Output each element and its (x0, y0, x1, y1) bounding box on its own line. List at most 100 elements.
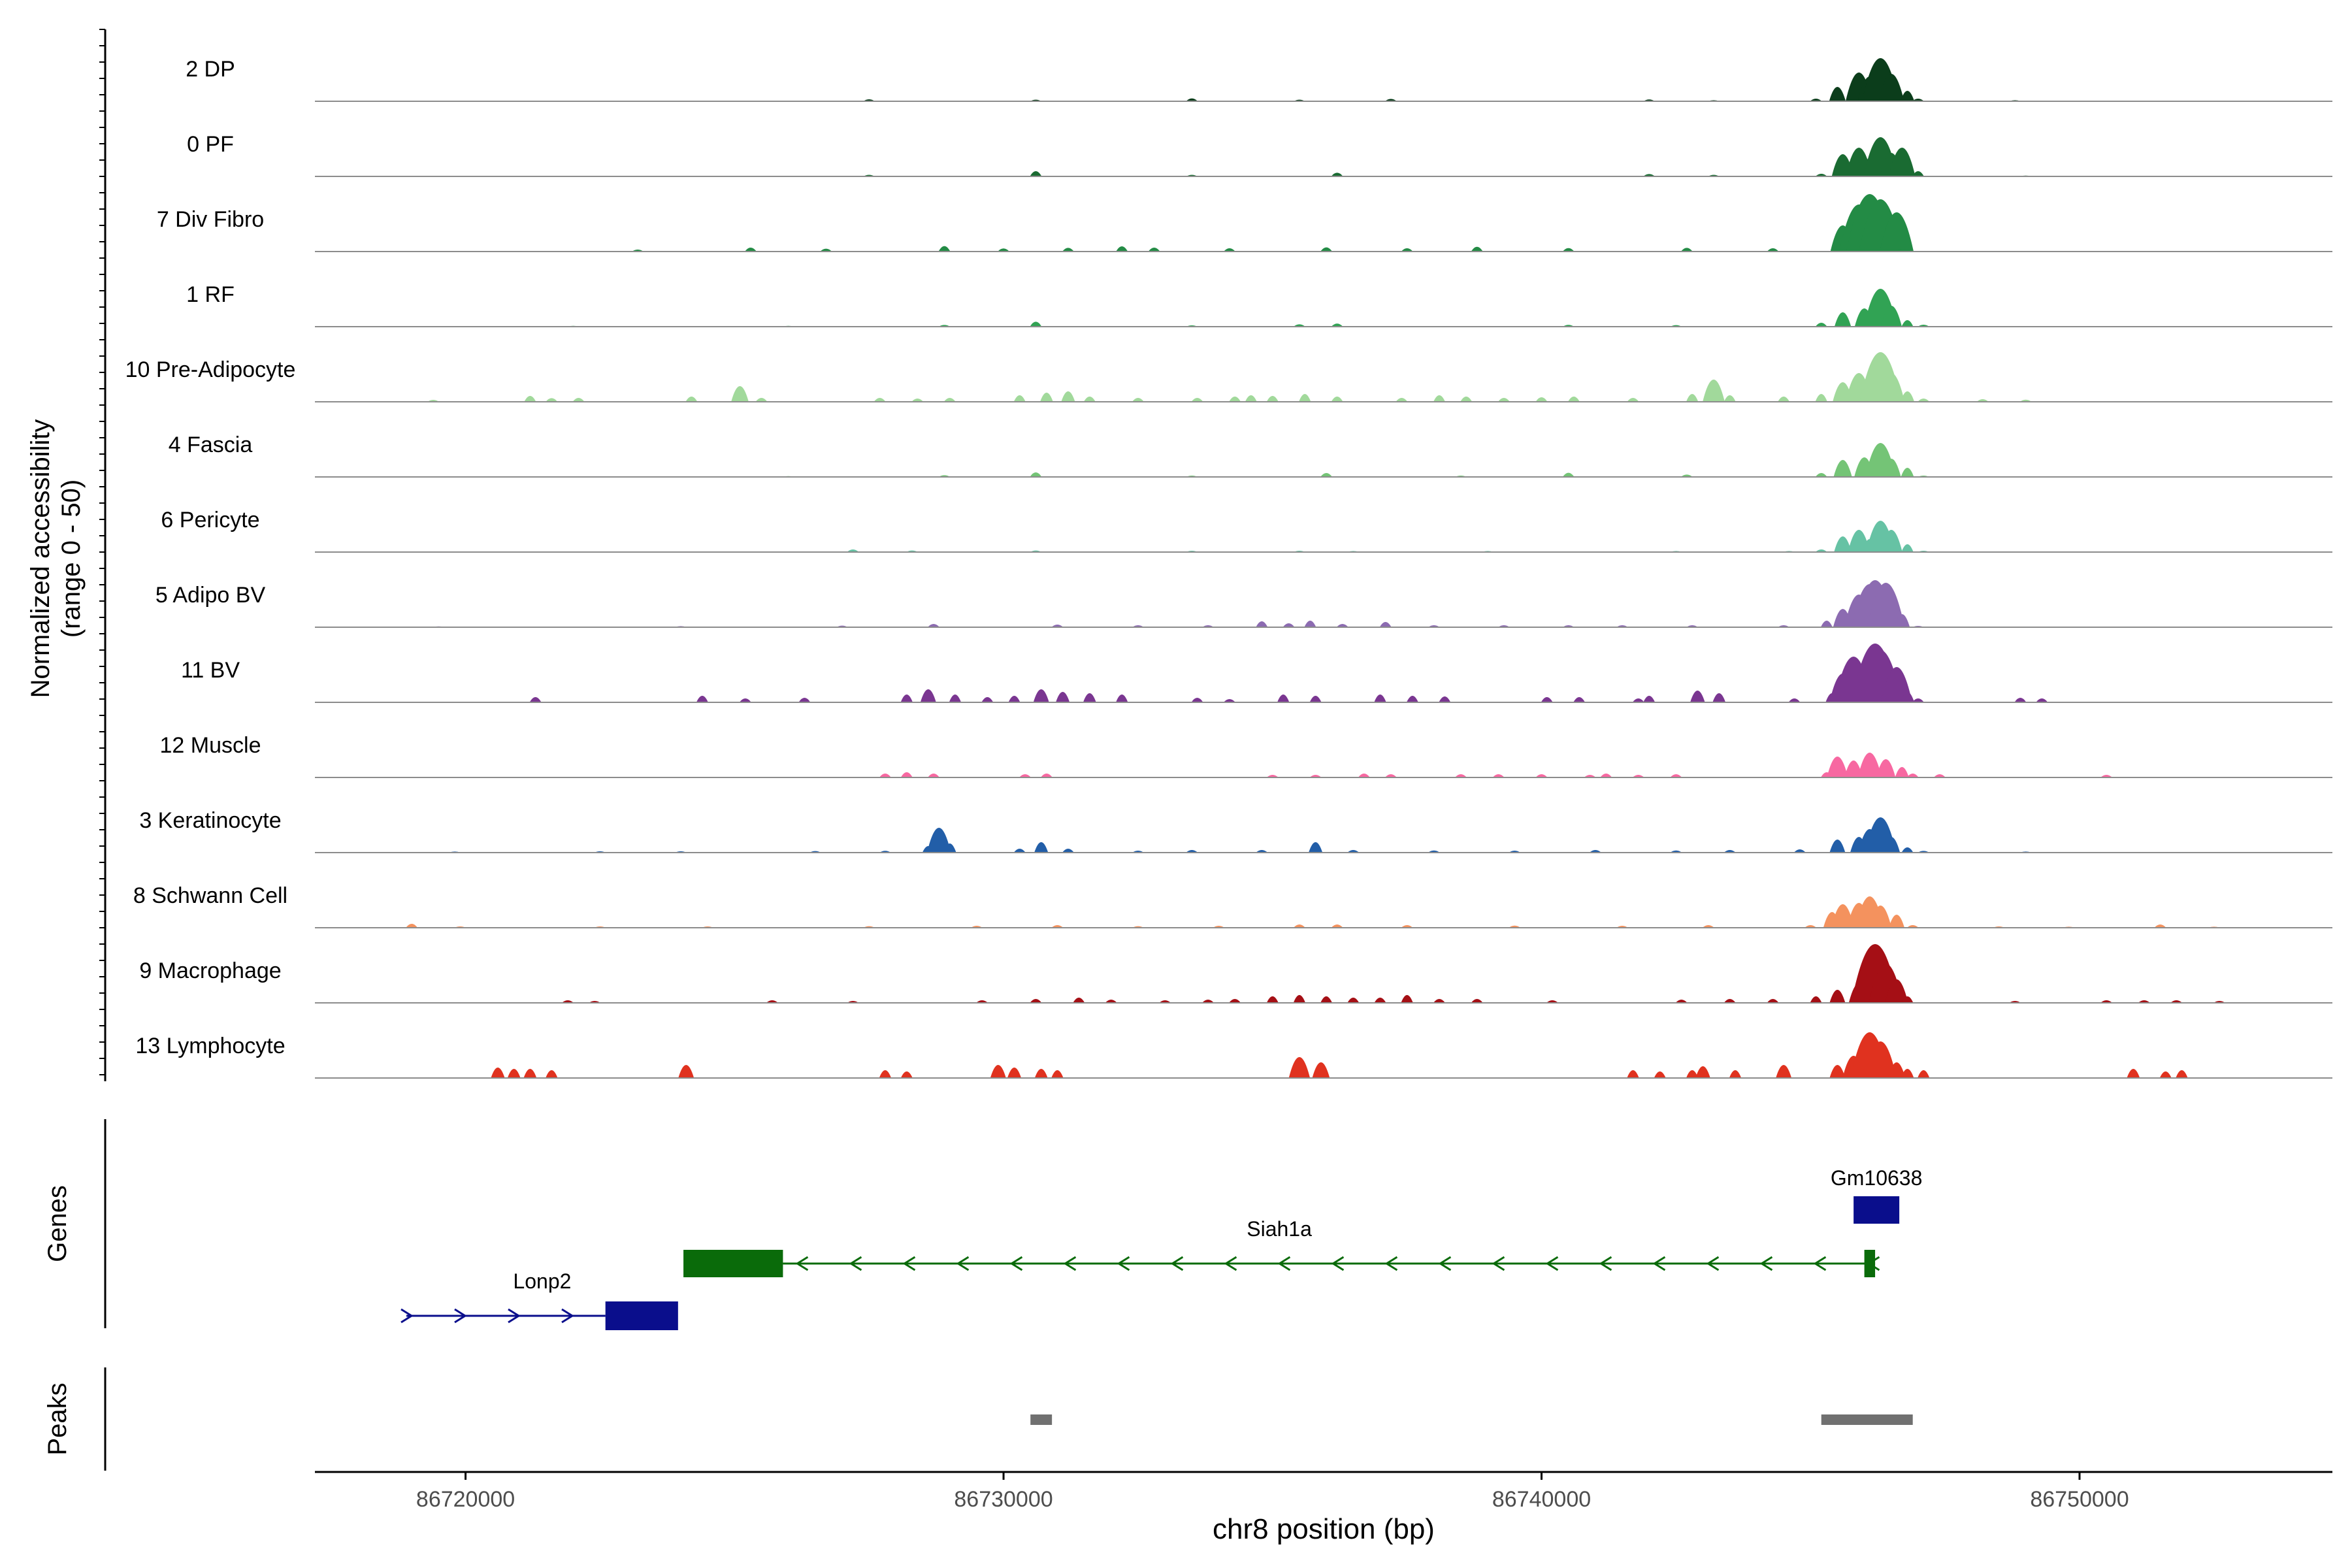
coverage-peak (523, 1069, 537, 1078)
coverage-peak (1933, 774, 1946, 777)
coverage-peak (2159, 1071, 2172, 1078)
coverage-peak (1895, 767, 1909, 777)
coverage-peak (1562, 472, 1575, 477)
coverage-peak (1051, 1070, 1064, 1078)
coverage-peak (949, 694, 962, 702)
coverage-peak (1030, 171, 1042, 176)
coverage-peak (1331, 172, 1343, 176)
coverage-peak (1627, 1070, 1639, 1078)
strand-arrow-icon (1759, 1256, 1773, 1271)
coverage-peak (1535, 774, 1548, 777)
coverage-peak (1912, 698, 1924, 702)
coverage-peak (1695, 1066, 1710, 1078)
coverage-peak (1433, 999, 1445, 1003)
track-label: 7 Div Fibro (157, 207, 264, 232)
coverage-peak (1600, 774, 1612, 777)
track-label: 10 Pre-Adipocyte (125, 357, 296, 382)
coverage-peak (1882, 837, 1901, 853)
coverage-peak (1776, 1065, 1792, 1078)
coverage-peak (1116, 246, 1128, 252)
track-label: 6 Pericyte (161, 508, 259, 532)
track-label: 5 Adipo BV (155, 583, 266, 608)
genes-panel-label: Genes (43, 1185, 72, 1262)
coverage-peak (2036, 698, 2048, 702)
coverage-peak (1347, 998, 1360, 1003)
coverage-peak (1245, 395, 1257, 402)
coverage-peak (1627, 398, 1639, 402)
coverage-peak (1040, 393, 1053, 402)
coverage-peak (1881, 667, 1912, 702)
coverage-peak (1116, 694, 1128, 702)
gene-exon (605, 1301, 678, 1330)
coverage-peak (998, 248, 1009, 252)
coverage-peak (1304, 621, 1316, 627)
coverage-peak (1336, 624, 1348, 627)
coverage-peak (1834, 312, 1852, 327)
coverage-peak (1266, 996, 1279, 1003)
coverage-peak (1433, 395, 1445, 402)
coverage-peak (1675, 1000, 1688, 1003)
coverage-peak (1256, 621, 1268, 627)
strand-arrow-icon (1224, 1256, 1237, 1271)
coverage-peak (1680, 248, 1693, 252)
coverage-peak (1471, 999, 1483, 1003)
coverage-peak (1670, 774, 1682, 777)
genes-panel: Lonp2 Siah1a Gm10638 (400, 1166, 1922, 1330)
gene-lonp2: Lonp2 (400, 1269, 678, 1330)
coverage-peak (1901, 468, 1914, 477)
peak-region (1821, 1414, 1913, 1425)
coverage-peak (1282, 623, 1295, 627)
coverage-peak (1723, 999, 1736, 1003)
coverage-peak (1767, 999, 1779, 1003)
coverage-peak (1083, 397, 1096, 402)
coverage-peak (1880, 212, 1914, 252)
coverage-peak (1293, 924, 1305, 928)
coverage-peak (1900, 391, 1915, 402)
coverage-peak (678, 1065, 694, 1078)
strand-arrow-icon (454, 1308, 467, 1324)
coverage-peak (1793, 849, 1806, 853)
strand-arrow-icon (400, 1308, 414, 1324)
coverage-peak (1844, 760, 1863, 777)
coverage-peak (1918, 399, 1930, 402)
coverage-peak (755, 398, 768, 402)
track-label: 9 Macrophage (139, 958, 281, 983)
x-tick-label: 86720000 (416, 1487, 515, 1512)
gene-gm10638: Gm10638 (1831, 1166, 1922, 1224)
y-axis-title: Normalized accessibility (26, 419, 55, 698)
coverage-peak (1810, 996, 1822, 1003)
coverage-peak (696, 696, 708, 702)
coverage-peak (1857, 753, 1882, 777)
coverage-peak (1632, 698, 1644, 702)
coverage-peak (928, 624, 939, 627)
track-3 (315, 194, 2332, 252)
coverage-peak (1901, 996, 1914, 1003)
coverage-peak (1379, 622, 1392, 627)
coverage-peak (1686, 1070, 1699, 1078)
coverage-peak (507, 1069, 521, 1078)
gene-label: Lonp2 (513, 1269, 571, 1293)
coverage-peak (2176, 1070, 2188, 1078)
coverage-peak (1778, 397, 1790, 402)
coverage-peak (1030, 321, 1042, 327)
coverage-peak (943, 398, 956, 402)
strand-arrow-icon (1384, 1256, 1398, 1271)
coverage-peak (572, 398, 585, 402)
coverage-peak (1878, 373, 1905, 402)
coverage-peak (1320, 996, 1333, 1003)
coverage-peak (2154, 924, 2166, 928)
strand-arrow-icon (1813, 1256, 1827, 1271)
coverage-peak (1299, 394, 1311, 402)
x-axis-ticks: 86720000 86730000 86740000 86750000 (416, 1472, 2129, 1512)
track-1 (315, 58, 2332, 102)
track-5 (315, 352, 2332, 402)
coverage-peak (1567, 397, 1580, 402)
coverage-peak (1266, 396, 1279, 402)
coverage-peak (1439, 696, 1451, 702)
coverage-peak (1331, 397, 1343, 402)
coverage-peak (1132, 398, 1144, 402)
coverage-peak (1030, 999, 1042, 1003)
x-tick-label: 86750000 (2030, 1487, 2129, 1512)
coverage-y-axis-ticks (99, 29, 105, 1075)
